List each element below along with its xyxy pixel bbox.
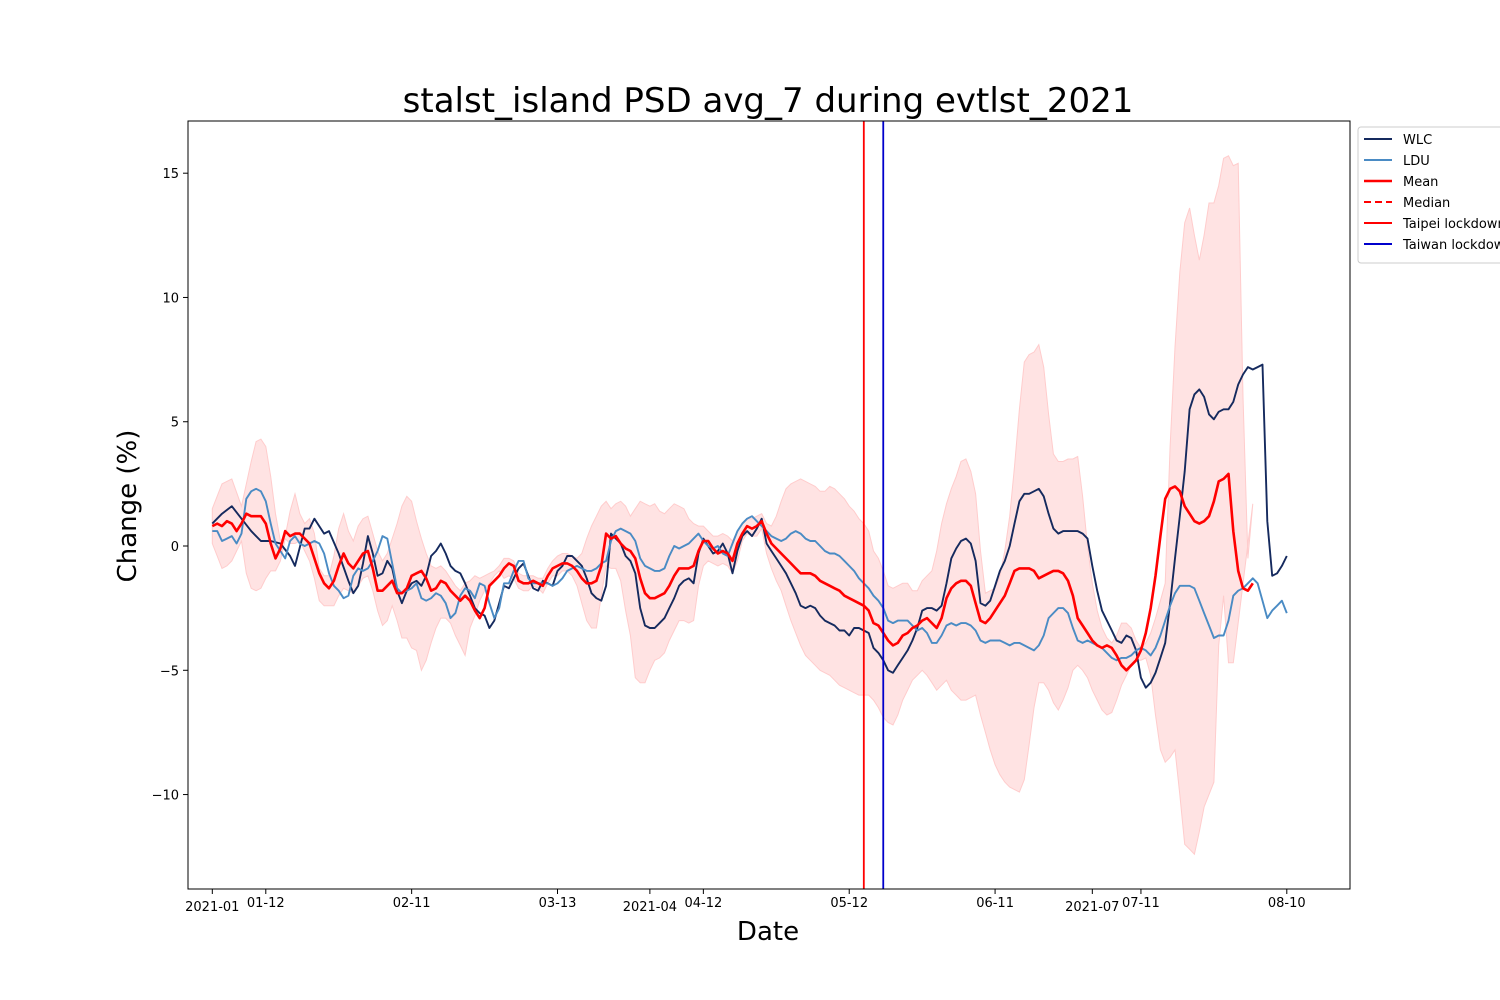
x-tick-label: 08-10 — [1268, 896, 1306, 911]
x-tick-label: 2021-04 — [623, 900, 677, 915]
x-axis-title: Date — [737, 917, 799, 947]
y-tick-label: 15 — [162, 167, 179, 182]
x-tick-label: 07-11 — [1122, 896, 1160, 911]
y-tick-label: −10 — [152, 789, 179, 804]
legend-label: WLC — [1403, 133, 1432, 148]
x-tick-label: 2021-01 — [185, 900, 239, 915]
y-tick-label: 0 — [171, 540, 179, 555]
x-tick-label: 01-12 — [247, 896, 285, 911]
y-axis-title: Change (%) — [113, 430, 143, 583]
legend-frame — [1357, 126, 1500, 264]
legend-label: LDU — [1403, 154, 1430, 169]
legend: WLC LDU Mean Median Taipei lockdown Taiwan lo… — [1357, 126, 1500, 264]
y-tick-label: 5 — [171, 416, 179, 431]
legend-label: Taiwan lockdown — [1402, 238, 1500, 253]
series-line-mean — [211, 472, 1254, 672]
x-tick-label: 03-13 — [539, 896, 577, 911]
spread-band — [211, 155, 1254, 856]
y-tick-label: 10 — [162, 291, 179, 306]
x-tick-label: 05-12 — [830, 896, 868, 911]
legend-label: Taipei lockdown — [1402, 217, 1500, 232]
x-tick-label: 06-11 — [976, 896, 1014, 911]
x-tick-label: 2021-07 — [1065, 900, 1119, 915]
chart-title: stalst_island PSD avg_7 during evtlst_20… — [403, 81, 1134, 121]
legend-label: Median — [1403, 196, 1450, 211]
y-tick-label: −5 — [160, 664, 179, 679]
plot-content — [211, 121, 1288, 889]
legend-label: Mean — [1403, 175, 1438, 190]
plot-frame — [187, 120, 1351, 890]
series-line-ldu — [212, 487, 1288, 662]
x-tick-label: 02-11 — [393, 896, 431, 911]
plot-area: 15 10 5 0 −5 −10 2021-01 01-12 02-11 03-13 2021-04… — [152, 120, 1351, 915]
series-line-wlc — [211, 363, 1288, 689]
x-tick-label: 04-12 — [684, 896, 722, 911]
